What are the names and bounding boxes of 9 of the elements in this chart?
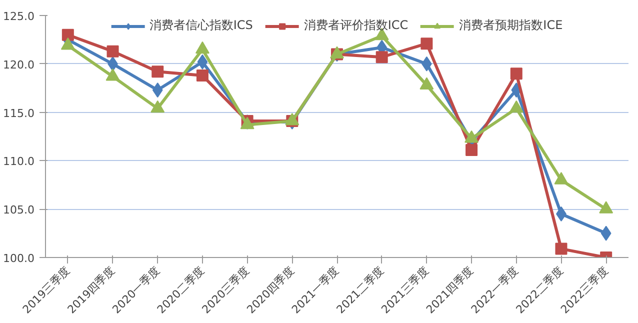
legend-label: 消费者评价指数ICC [304, 17, 408, 34]
y-tick-label: 115.0 [3, 106, 35, 120]
y-tick-label: 125.0 [3, 10, 35, 23]
legend-label: 消费者预期指数ICE [459, 17, 563, 34]
y-tick-label: 105.0 [3, 204, 35, 217]
y-tick-label: 110.0 [3, 155, 35, 168]
legend-label: 消费者信心指数ICS [149, 17, 253, 34]
y-tick-label: 100.0 [3, 252, 35, 265]
y-tick-label: 120.0 [3, 58, 35, 72]
